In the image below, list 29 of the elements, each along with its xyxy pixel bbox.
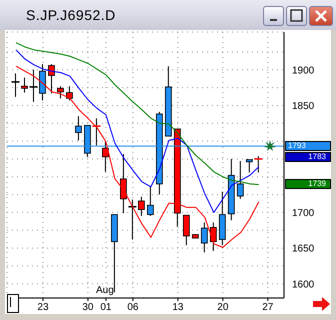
x-tick-label: 20 — [217, 302, 229, 314]
candlestick — [200, 222, 208, 253]
x-tick-label: 27 — [262, 302, 274, 314]
x-tick-label: 13 — [172, 302, 184, 314]
y-tick-label: 1900 — [292, 65, 315, 76]
y-tick-label: 1850 — [292, 101, 315, 112]
annotation: Aug — [96, 285, 114, 296]
candlestick — [236, 160, 244, 200]
candlestick — [147, 186, 154, 216]
candlestick — [66, 86, 73, 101]
candlestick — [102, 141, 109, 172]
text: 1783 — [285, 152, 331, 162]
x-tick-label: 23 — [37, 302, 49, 314]
candlestick — [182, 214, 190, 246]
line-series — [15, 42, 260, 186]
x-tick-label: 30 — [82, 302, 94, 314]
y-tick-label: 1650 — [292, 244, 315, 255]
line-series — [15, 49, 260, 213]
candlestick — [75, 116, 82, 141]
y-tick-label: 1700 — [292, 208, 315, 219]
chart-title: S.JP.J6952.D — [26, 7, 116, 23]
ref-line-label: 1793 — [285, 141, 331, 152]
candlestick — [57, 86, 64, 99]
x-tick-label: 01 — [100, 302, 112, 314]
y-tick-label: 1600 — [292, 279, 315, 290]
x-tick-label: 06 — [127, 302, 139, 314]
candlestick — [120, 153, 127, 214]
text: 1739 — [285, 179, 331, 189]
line-series — [15, 66, 260, 248]
